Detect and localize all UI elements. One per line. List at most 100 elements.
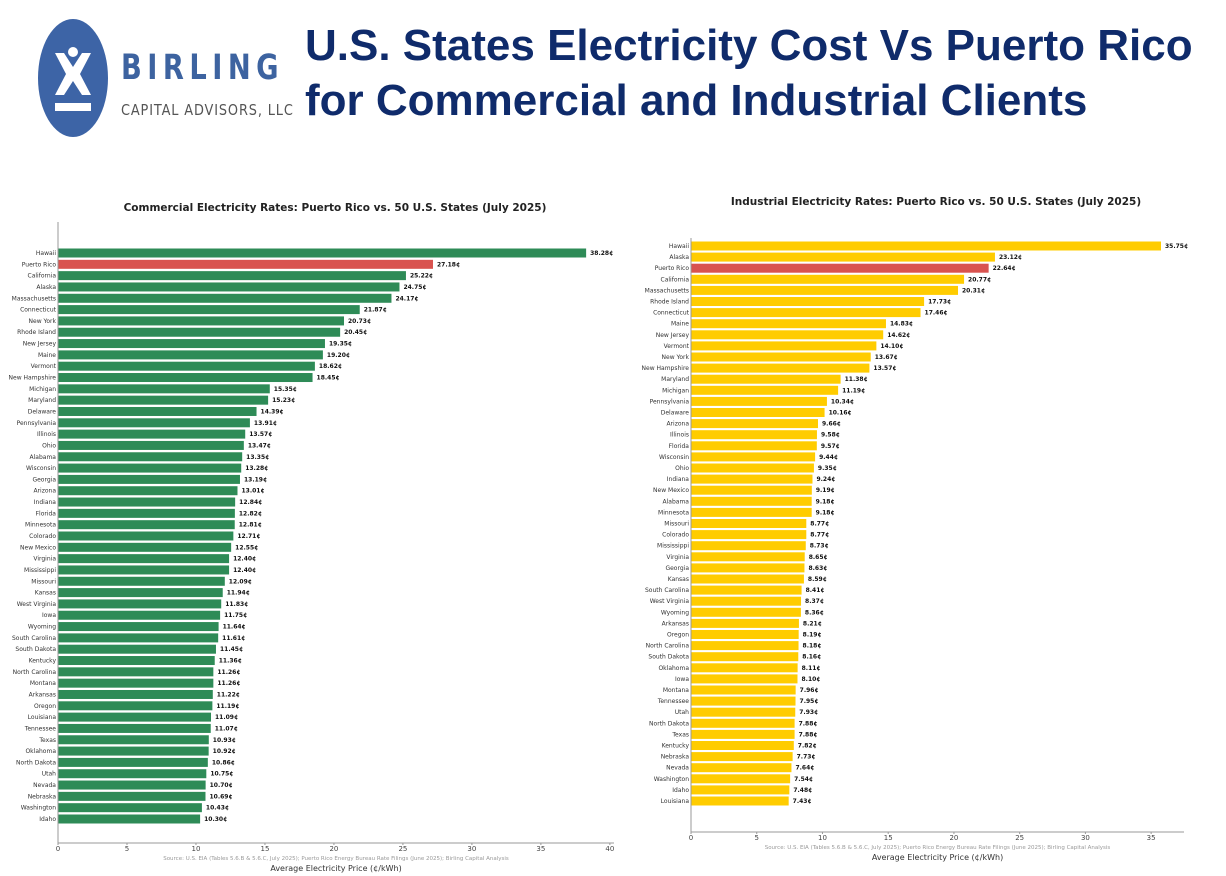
- industrial-value-label: 11.38¢: [845, 376, 868, 383]
- commercial-value-label: 15.23¢: [272, 397, 295, 404]
- industrial-chart-title: Industrial Electricity Rates: Puerto Ric…: [731, 196, 1141, 208]
- commercial-category-label: Massachusetts: [12, 295, 56, 302]
- commercial-value-label: 12.40¢: [233, 556, 256, 563]
- commercial-value-label: 11.07¢: [215, 725, 238, 732]
- industrial-bar: [691, 652, 799, 662]
- commercial-bar: [58, 803, 202, 813]
- industrial-value-label: 8.63¢: [808, 565, 827, 572]
- commercial-bar: [58, 508, 235, 518]
- industrial-category-label: Texas: [671, 731, 689, 738]
- industrial-bar: [691, 408, 825, 417]
- industrial-category-label: Georgia: [665, 565, 689, 572]
- industrial-category-label: Oregon: [667, 632, 689, 639]
- commercial-value-label: 12.40¢: [233, 567, 256, 574]
- industrial-category-label: Tennessee: [657, 698, 690, 705]
- industrial-value-label: 9.18¢: [816, 498, 835, 505]
- commercial-category-label: Missouri: [31, 578, 56, 585]
- industrial-value-label: 10.34¢: [831, 398, 854, 405]
- industrial-x-tick-label: 15: [884, 834, 893, 842]
- industrial-bar: [691, 752, 793, 762]
- commercial-bar: [58, 259, 433, 269]
- industrial-category-label: Virginia: [666, 554, 689, 561]
- industrial-bar: [691, 308, 921, 318]
- industrial-source-note: Source: U.S. EIA (Tables 5.6.B & 5.6.C, …: [765, 845, 1111, 851]
- industrial-bar: [691, 374, 841, 384]
- industrial-bar: [691, 785, 790, 795]
- industrial-x-tick-label: 30: [1081, 834, 1090, 842]
- industrial-bar: [691, 452, 816, 462]
- industrial-bar: [691, 441, 817, 451]
- commercial-value-label: 13.57¢: [249, 431, 272, 438]
- commercial-value-label: 11.19¢: [216, 703, 239, 710]
- commercial-value-label: 10.93¢: [213, 737, 236, 744]
- industrial-category-label: Wyoming: [661, 609, 689, 616]
- industrial-bar: [691, 519, 807, 528]
- industrial-value-label: 9.57¢: [821, 443, 840, 450]
- industrial-value-label: 20.77¢: [968, 276, 991, 283]
- commercial-category-label: Wisconsin: [26, 465, 56, 472]
- industrial-x-tick-label: 5: [754, 834, 758, 842]
- commercial-value-label: 11.26¢: [217, 680, 240, 687]
- birling-logo: [38, 19, 108, 137]
- commercial-category-label: Louisiana: [28, 714, 57, 721]
- industrial-value-label: 7.95¢: [800, 698, 819, 705]
- industrial-value-label: 14.83¢: [890, 321, 913, 328]
- commercial-bar: [58, 554, 230, 564]
- industrial-category-label: Delaware: [661, 410, 690, 417]
- commercial-value-label: 11.75¢: [224, 612, 247, 619]
- industrial-value-label: 8.77¢: [810, 532, 829, 539]
- commercial-bar: [58, 271, 406, 281]
- commercial-value-label: 10.92¢: [213, 748, 236, 755]
- commercial-category-label: Florida: [36, 510, 57, 517]
- industrial-value-label: 7.48¢: [793, 787, 812, 794]
- industrial-bar: [691, 352, 871, 362]
- commercial-x-tick-label: 0: [56, 845, 60, 853]
- commercial-x-tick-label: 30: [467, 845, 476, 853]
- commercial-value-label: 10.70¢: [210, 782, 233, 789]
- industrial-category-label: Maine: [671, 321, 689, 328]
- industrial-bar: [691, 641, 799, 651]
- industrial-bar: [691, 419, 818, 429]
- commercial-x-tick-label: 15: [260, 845, 269, 853]
- commercial-bar: [58, 361, 315, 371]
- industrial-category-label: Connecticut: [653, 310, 690, 317]
- commercial-category-label: Utah: [42, 771, 56, 778]
- commercial-bar: [58, 339, 325, 349]
- commercial-bar: [58, 622, 219, 632]
- industrial-category-label: California: [661, 276, 690, 283]
- industrial-category-label: Illinois: [670, 432, 689, 439]
- commercial-bar: [58, 384, 270, 394]
- industrial-value-label: 7.73¢: [797, 754, 816, 761]
- industrial-category-label: Vermont: [664, 343, 690, 350]
- industrial-value-label: 35.75¢: [1165, 243, 1188, 250]
- commercial-category-label: Indiana: [34, 499, 57, 506]
- industrial-category-label: West Virginia: [650, 598, 690, 605]
- industrial-x-tick-label: 0: [689, 834, 693, 842]
- industrial-value-label: 13.57¢: [873, 365, 896, 372]
- commercial-value-label: 24.17¢: [395, 295, 418, 302]
- commercial-bar: [58, 452, 243, 462]
- commercial-bar: [58, 565, 230, 575]
- industrial-bar: [691, 319, 886, 329]
- commercial-bar: [58, 588, 223, 598]
- commercial-value-label: 38.28¢: [590, 250, 613, 257]
- industrial-value-label: 9.44¢: [819, 454, 838, 461]
- commercial-bar: [58, 757, 208, 767]
- commercial-bar: [58, 293, 392, 303]
- commercial-bar: [58, 723, 211, 733]
- industrial-bar: [691, 663, 798, 673]
- industrial-value-label: 7.93¢: [799, 709, 818, 716]
- commercial-category-label: Washington: [21, 805, 56, 812]
- commercial-category-label: California: [28, 273, 57, 280]
- industrial-bar: [691, 552, 805, 562]
- industrial-category-label: Mississippi: [657, 543, 689, 550]
- commercial-value-label: 11.94¢: [227, 590, 250, 597]
- industrial-bar: [691, 285, 959, 295]
- commercial-category-label: Nebraska: [28, 793, 57, 800]
- commercial-bar: [58, 780, 206, 790]
- commercial-category-label: Mississippi: [24, 567, 56, 574]
- industrial-category-label: Maryland: [661, 376, 689, 383]
- commercial-bar: [58, 667, 214, 677]
- commercial-bar: [58, 712, 212, 722]
- commercial-source-note: Source: U.S. EIA (Tables 5.6.B & 5.6.C, …: [163, 856, 509, 862]
